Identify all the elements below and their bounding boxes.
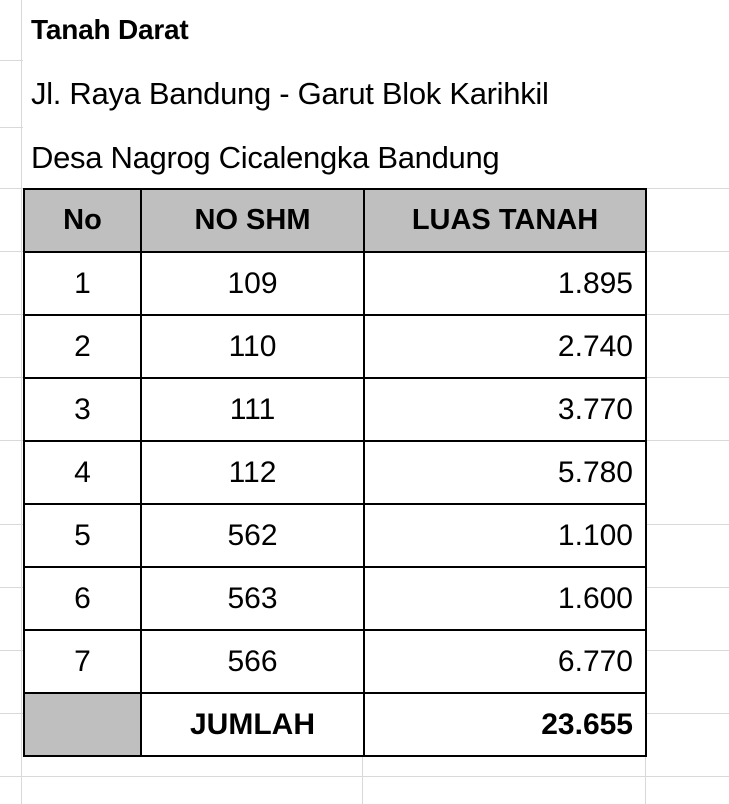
cell-shm: 562 <box>140 503 365 568</box>
address-line-2: Desa Nagrog Cicalengka Bandung <box>23 127 729 188</box>
cell-shm: 112 <box>140 440 365 505</box>
table-header: No NO SHM LUAS TANAH <box>23 188 647 253</box>
cell-no: 6 <box>23 566 142 631</box>
cell-no: 4 <box>23 440 142 505</box>
cell-shm: 109 <box>140 251 365 316</box>
table-row: 1 109 1.895 <box>23 251 647 316</box>
column-header-shm: NO SHM <box>140 188 365 253</box>
column-header-no: No <box>23 188 142 253</box>
table-row: 4 112 5.780 <box>23 440 647 505</box>
cell-shm: 111 <box>140 377 365 442</box>
table-row: 6 563 1.600 <box>23 566 647 631</box>
cell-luas: 5.780 <box>363 440 647 505</box>
cell-luas: 6.770 <box>363 629 647 694</box>
cell-total-value: 23.655 <box>363 692 647 757</box>
document-header: Tanah Darat Jl. Raya Bandung - Garut Blo… <box>23 0 729 188</box>
cell-shm: 563 <box>140 566 365 631</box>
table-body: 1 109 1.895 2 110 2.740 3 111 3.770 4 11… <box>23 251 647 757</box>
table-row: 2 110 2.740 <box>23 314 647 379</box>
cell-no: 3 <box>23 377 142 442</box>
column-header-luas: LUAS TANAH <box>363 188 647 253</box>
table-row: 3 111 3.770 <box>23 377 647 442</box>
cell-luas: 1.895 <box>363 251 647 316</box>
cell-luas: 3.770 <box>363 377 647 442</box>
cell-shm: 110 <box>140 314 365 379</box>
gridline-vertical <box>21 0 22 804</box>
cell-luas: 2.740 <box>363 314 647 379</box>
cell-no: 5 <box>23 503 142 568</box>
cell-luas: 1.100 <box>363 503 647 568</box>
gridline-horizontal <box>0 776 729 777</box>
cell-no: 7 <box>23 629 142 694</box>
cell-total-empty <box>23 692 142 757</box>
table-header-row: No NO SHM LUAS TANAH <box>23 188 647 253</box>
cell-no: 2 <box>23 314 142 379</box>
cell-shm: 566 <box>140 629 365 694</box>
cell-luas: 1.600 <box>363 566 647 631</box>
address-line-1: Jl. Raya Bandung - Garut Blok Karihkil <box>23 60 729 127</box>
cell-no: 1 <box>23 251 142 316</box>
cell-total-label: JUMLAH <box>140 692 365 757</box>
page-title: Tanah Darat <box>23 0 729 60</box>
table-total-row: JUMLAH 23.655 <box>23 692 647 757</box>
land-parcel-table: No NO SHM LUAS TANAH 1 109 1.895 2 110 2… <box>23 188 647 757</box>
table-row: 7 566 6.770 <box>23 629 647 694</box>
table-row: 5 562 1.100 <box>23 503 647 568</box>
